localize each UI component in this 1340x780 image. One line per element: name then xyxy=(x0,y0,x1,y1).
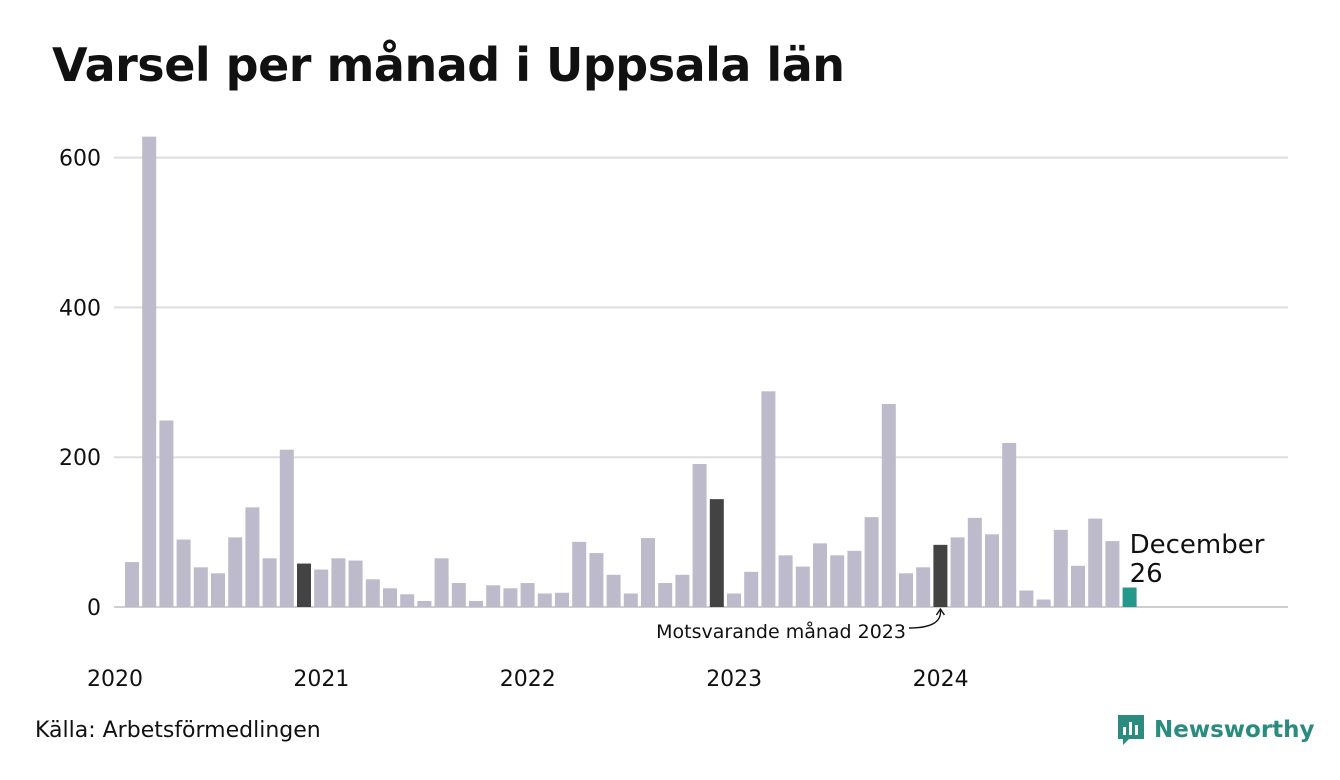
bar-2024-01 xyxy=(950,537,965,607)
bar-2020-06 xyxy=(211,573,225,607)
bar-2023-12 xyxy=(933,544,948,607)
bar-2021-11 xyxy=(503,588,518,607)
bar-2021-03 xyxy=(365,579,380,607)
bar-2023-07 xyxy=(847,550,862,607)
y-tick-label: 0 xyxy=(87,596,101,621)
bar-2021-01 xyxy=(331,558,346,607)
x-tick-label-2020: 2020 xyxy=(87,667,143,692)
annotation-arrowhead xyxy=(935,607,945,616)
bar-2021-10 xyxy=(486,585,501,607)
x-tick-label-2021: 2021 xyxy=(293,667,349,692)
annotation-arrow xyxy=(908,609,942,629)
bar-2020-08 xyxy=(245,507,260,607)
bar-2020-03 xyxy=(159,420,174,607)
bar-2022-06 xyxy=(623,593,638,607)
bar-2022-07 xyxy=(641,538,655,607)
bar-2022-10 xyxy=(692,463,707,607)
bar-2023-03 xyxy=(778,555,793,607)
x-axis: 2020 2021 2022 2023 2024 xyxy=(87,667,969,692)
y-axis: 0 200 400 600 xyxy=(59,147,101,621)
bar-2023-10 xyxy=(899,573,913,607)
annotation-text: Motsvarande månad 2023 xyxy=(656,620,906,643)
bar-2024-07 xyxy=(1053,529,1068,607)
newsworthy-logo: Newsworthy xyxy=(1116,713,1315,747)
bar-2020-11 xyxy=(297,563,311,607)
bar-2021-12 xyxy=(520,583,535,607)
bar-2020-07 xyxy=(228,537,243,607)
bar-2024-11 xyxy=(1122,587,1137,607)
bar-2023-11 xyxy=(916,567,931,607)
bar-2022-08 xyxy=(658,583,673,607)
brand-name: Newsworthy xyxy=(1154,717,1315,743)
bar-2022-02 xyxy=(555,592,569,607)
bar-2021-05 xyxy=(400,594,415,607)
bar-2022-09 xyxy=(675,574,690,607)
bar-2021-08 xyxy=(451,583,466,607)
bar-2023-09 xyxy=(881,404,896,607)
bar-2021-06 xyxy=(417,601,432,607)
bar-2020-02 xyxy=(142,136,157,608)
x-tick-label-2024: 2024 xyxy=(913,667,969,692)
bar-2020-01 xyxy=(125,562,139,607)
y-tick-label: 600 xyxy=(59,147,101,172)
bar-2024-04 xyxy=(1002,442,1017,607)
bar-2021-07 xyxy=(434,558,449,607)
bar-2023-08 xyxy=(864,517,879,607)
bar-2022-12 xyxy=(727,593,741,607)
bar-2024-08 xyxy=(1071,565,1085,607)
bar-2024-02 xyxy=(967,517,982,607)
y-tick-label: 400 xyxy=(59,296,101,321)
source-note: Källa: Arbetsförmedlingen xyxy=(35,718,321,743)
y-tick-label: 200 xyxy=(59,446,101,471)
bar-2020-12 xyxy=(314,569,329,607)
bar-2023-02 xyxy=(761,391,776,607)
x-tick-label-2022: 2022 xyxy=(500,667,556,692)
bar-2022-01 xyxy=(537,593,552,607)
bar-2021-02 xyxy=(348,560,363,607)
bar-2021-09 xyxy=(469,601,483,607)
bar-2022-05 xyxy=(606,574,621,607)
bar-2023-04 xyxy=(795,566,810,607)
bar-2024-10 xyxy=(1105,541,1120,607)
bar-2024-09 xyxy=(1088,518,1103,607)
newsworthy-logo-icon xyxy=(1118,715,1144,745)
bar-2024-05 xyxy=(1019,590,1034,607)
bar-2022-04 xyxy=(589,553,604,607)
last-value-label: 26 xyxy=(1130,559,1163,589)
bar-2024-03 xyxy=(985,534,999,607)
bar-2024-06 xyxy=(1036,599,1051,607)
bar-2023-06 xyxy=(830,555,845,607)
bar-2020-10 xyxy=(279,449,294,607)
bar-2020-09 xyxy=(262,558,277,607)
bar-2020-05 xyxy=(193,567,208,607)
last-month-label: December xyxy=(1130,530,1265,560)
bar-2023-01 xyxy=(744,571,759,607)
bar-2020-04 xyxy=(176,539,191,607)
bar-2023-05 xyxy=(813,543,827,607)
bars xyxy=(125,136,1137,608)
bar-2022-03 xyxy=(572,541,587,607)
chart-title: Varsel per månad i Uppsala län xyxy=(52,38,845,92)
bar-2021-04 xyxy=(383,588,397,607)
bar-2022-11 xyxy=(709,499,724,607)
x-tick-label-2023: 2023 xyxy=(706,667,762,692)
